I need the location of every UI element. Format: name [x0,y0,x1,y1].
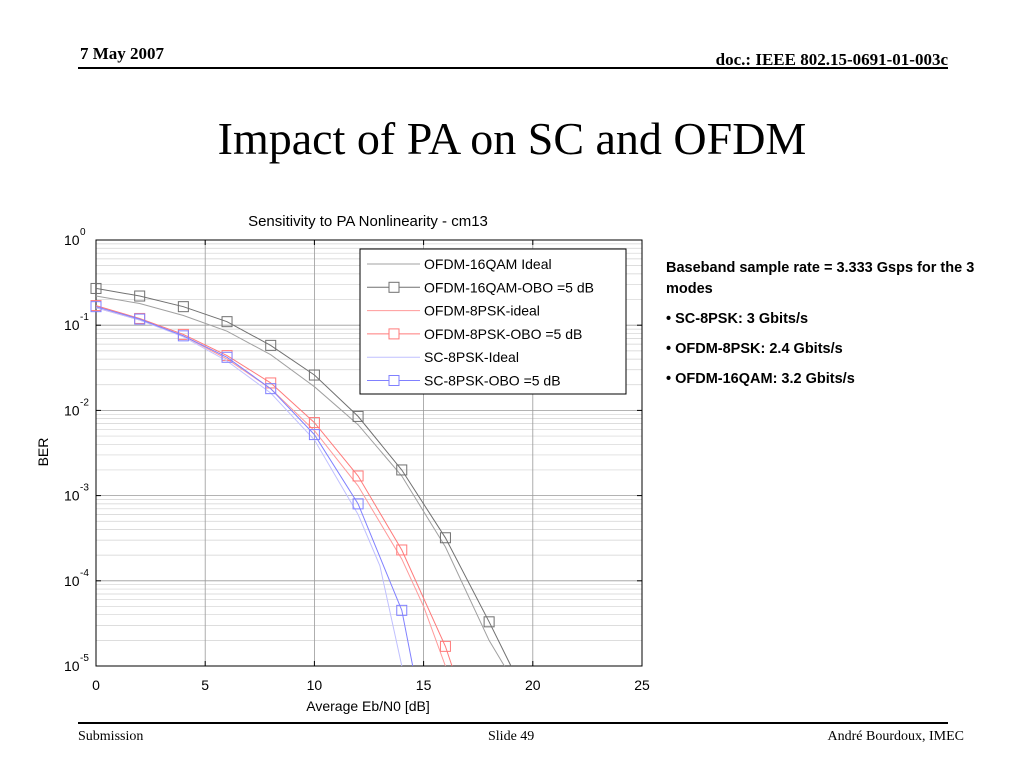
series-marker-5 [221,351,233,363]
y-tick-label: 10 [64,658,80,674]
x-axis-label: Average Eb/N0 [dB] [306,698,429,714]
series-marker-1 [439,532,451,544]
chart-title: Sensitivity to PA Nonlinearity - cm13 [248,213,488,230]
legend-label: SC-8PSK-OBO =5 dB [424,373,561,389]
y-tick-exponent: -4 [80,568,89,579]
series-marker-1 [483,616,495,628]
legend-label: OFDM-16QAM-OBO =5 dB [424,279,594,295]
legend-label: OFDM-8PSK-OBO =5 dB [424,326,582,342]
series-marker-5 [396,604,408,616]
y-tick-exponent: -2 [80,397,89,408]
series-line-1 [95,287,512,667]
legend-swatch-marker [388,281,400,293]
series-marker-1 [134,290,146,302]
series-marker-1 [221,316,233,328]
series-line-5 [95,306,414,667]
y-tick-exponent: -3 [80,483,89,494]
series-marker-3 [439,640,451,652]
series-marker-5 [90,301,102,313]
series-marker-1 [352,410,364,422]
y-tick-label: 10 [64,232,80,248]
y-tick-label: 10 [64,573,80,589]
header-rule [78,67,948,69]
slide-title: Impact of PA on SC and OFDM [217,113,807,164]
series-marker-1 [396,464,408,476]
note-sample-rate: Baseband sample rate = 3.333 Gsps for th… [666,260,975,298]
series-marker-3 [308,417,320,429]
footer-rule [78,722,948,724]
series-marker-5 [352,498,364,510]
notes-panel: Baseband sample rate = 3.333 Gsps for th… [666,258,1006,399]
series-marker-3 [352,470,364,482]
y-tick-label: 10 [64,402,80,418]
x-tick-label: 0 [92,677,100,693]
x-tick-label: 20 [525,677,541,693]
note-ofdm-8psk: • OFDM-8PSK: 2.4 Gbits/s [666,341,843,358]
legend-label: SC-8PSK-Ideal [424,349,519,365]
series-line-3 [95,305,453,667]
legend-label: OFDM-16QAM Ideal [424,256,552,272]
footer-slide-number: Slide 49 [488,729,535,744]
y-tick-label: 10 [64,488,80,504]
footer-submission: Submission [78,729,144,744]
note-ofdm-16qam: • OFDM-16QAM: 3.2 Gbits/s [666,371,855,388]
legend-swatch-marker [388,375,400,386]
series-marker-5 [308,429,320,441]
x-tick-label: 10 [307,677,323,693]
x-tick-label: 15 [416,677,432,693]
series-marker-1 [265,339,277,351]
y-tick-label: 10 [64,317,80,333]
series-line-0 [95,295,505,667]
y-axis-label: BER [35,438,51,467]
series-marker-1 [90,282,102,294]
series-marker-1 [308,369,320,381]
chart-legend: OFDM-16QAM Ideal OFDM-16QAM-OBO =5 dB OFDM… [359,248,627,395]
chart-series [90,282,512,667]
y-tick-exponent: 0 [80,227,86,238]
series-marker-3 [396,544,408,556]
series-marker-5 [177,330,189,342]
plot-frame [95,239,643,667]
series-line-4 [95,307,403,667]
series-marker-1 [177,301,189,313]
header-date: 7 May 2007 [80,44,165,63]
y-tick-exponent: -5 [80,653,89,664]
x-tick-label: 25 [634,677,650,693]
note-sc-8psk: • SC-8PSK: 3 Gbits/s [666,311,809,328]
series-marker-5 [134,313,146,325]
x-tick-label: 5 [201,677,209,693]
series-marker-5 [265,383,277,395]
header-document-id: doc.: IEEE 802.15-0691-01-003c [715,50,948,69]
legend-label: OFDM-8PSK-ideal [424,303,540,319]
footer-author: André Bourdoux, IMEC [827,729,965,744]
legend-box [359,248,627,395]
chart-axes [95,239,643,667]
legend-swatch-marker [388,328,400,340]
y-tick-exponent: -1 [80,312,89,323]
series-marker-3 [265,377,277,389]
